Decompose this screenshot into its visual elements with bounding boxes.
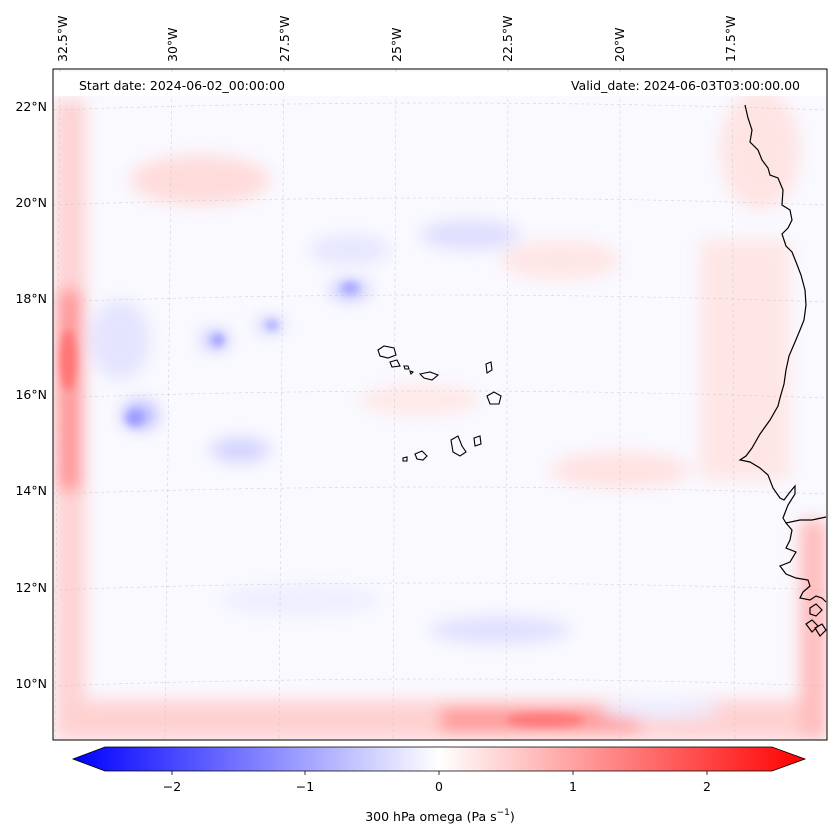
lat-label: 12°N bbox=[15, 580, 47, 595]
lat-label: 16°N bbox=[15, 387, 47, 402]
lat-label: 18°N bbox=[15, 291, 47, 306]
latitude-labels: 22°N 20°N 18°N 16°N 14°N 12°N 10°N bbox=[15, 99, 47, 691]
coastline bbox=[738, 104, 827, 637]
lon-label: 20°W bbox=[612, 27, 627, 62]
colorbar-label-exponent: −1 bbox=[497, 808, 510, 818]
lon-label: 32.5°W bbox=[55, 16, 70, 62]
lon-label: 25°W bbox=[389, 27, 404, 62]
start-date-label: Start date: 2024-06-02_00:00:00 bbox=[79, 78, 285, 93]
colorbar: −2 −1 0 1 2 300 hPa omega (Pa s−1) bbox=[71, 746, 807, 824]
colorbar-tick-label: 2 bbox=[703, 779, 711, 794]
map-frame bbox=[52, 68, 828, 741]
lat-label: 20°N bbox=[15, 195, 47, 210]
colorbar-tick-label: 1 bbox=[569, 779, 577, 794]
lon-label: 17.5°W bbox=[723, 16, 738, 62]
colorbar-label: 300 hPa omega (Pa s−1) bbox=[365, 808, 515, 824]
colorbar-label-close: ) bbox=[510, 809, 515, 824]
colorbar-bar bbox=[71, 746, 807, 772]
lat-label: 10°N bbox=[15, 676, 47, 691]
colorbar-ticks bbox=[171, 771, 708, 775]
cape-verde-islands bbox=[377, 345, 502, 462]
map-gridlines bbox=[53, 69, 827, 740]
lon-label: 27.5°W bbox=[277, 16, 292, 62]
lon-label: 22.5°W bbox=[500, 16, 515, 62]
header-strip bbox=[54, 72, 826, 96]
map-panel bbox=[53, 69, 827, 740]
colorbar-label-main: 300 hPa omega (Pa s bbox=[365, 809, 496, 824]
colorbar-tick-label: 0 bbox=[435, 779, 443, 794]
longitude-labels: 32.5°W 30°W 27.5°W 25°W 22.5°W 20°W 17.5… bbox=[55, 16, 738, 62]
colorbar-tick-label: −2 bbox=[163, 779, 181, 794]
lat-label: 22°N bbox=[15, 99, 47, 114]
colorbar-tick-label: −1 bbox=[296, 779, 314, 794]
omega-field bbox=[55, 90, 827, 740]
lat-label: 14°N bbox=[15, 483, 47, 498]
lon-label: 30°W bbox=[165, 27, 180, 62]
valid-date-label: Valid_date: 2024-06-03T03:00:00.00 bbox=[571, 78, 800, 93]
